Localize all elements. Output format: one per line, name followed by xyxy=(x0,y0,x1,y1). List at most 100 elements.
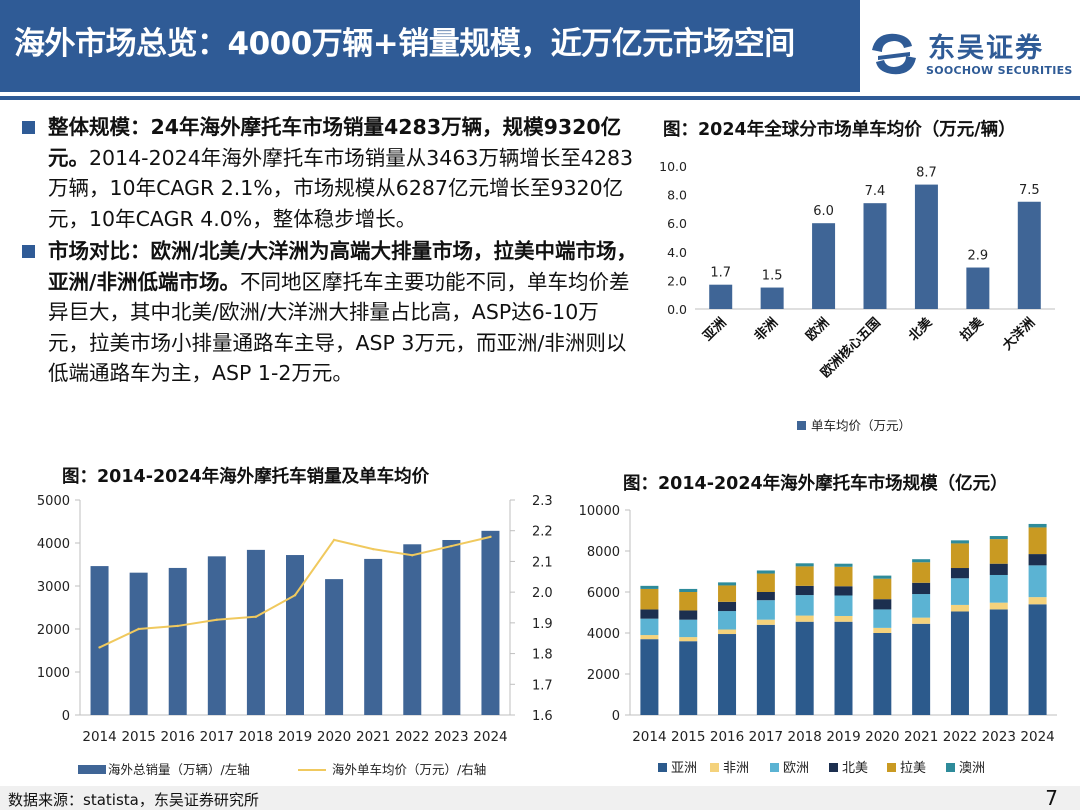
right-tick-label: 1.6 xyxy=(532,709,553,724)
market-chart-title: 图：2014-2024年海外摩托车市场规模（亿元） xyxy=(623,474,1008,494)
x-tick-label: 2018 xyxy=(239,729,273,745)
segment-非洲-2018 xyxy=(795,615,814,622)
x-tick-label: 欧洲 xyxy=(803,315,833,345)
segment-拉美-2017 xyxy=(756,573,775,592)
segment-北美-2023 xyxy=(989,563,1008,575)
asp-point xyxy=(332,538,336,542)
segment-澳洲-2019 xyxy=(834,563,853,567)
x-tick-label: 2016 xyxy=(161,729,195,745)
sales-bar-2014 xyxy=(90,566,109,715)
data-label: 2.9 xyxy=(968,249,989,264)
segment-拉美-2021 xyxy=(912,562,931,583)
segment-亚洲-2015 xyxy=(679,641,698,715)
data-label: 7.5 xyxy=(1019,183,1040,198)
left-tick-label: 2000 xyxy=(37,623,70,638)
segment-澳洲-2017 xyxy=(756,570,775,574)
logo-chinese-name: 东吴证券 xyxy=(928,33,1044,64)
sales-chart-title: 图：2014-2024年海外摩托车销量及单车均价 xyxy=(62,467,430,487)
left-tick-label: 3000 xyxy=(37,580,70,595)
segment-北美-2016 xyxy=(718,601,737,612)
sales-bar-2022 xyxy=(403,544,422,715)
segment-澳洲-2020 xyxy=(873,575,892,579)
legend-label: 拉美 xyxy=(900,761,926,776)
segment-欧洲-2018 xyxy=(795,595,814,616)
segment-北美-2021 xyxy=(912,582,931,595)
bullet-body-text: 2014-2024年海外摩托车市场销量从3463万辆增长至4283万辆，10年C… xyxy=(48,145,634,231)
right-tick-label: 1.8 xyxy=(532,648,553,663)
x-tick-label: 2014 xyxy=(82,729,116,745)
segment-欧洲-2016 xyxy=(718,611,737,630)
segment-亚洲-2016 xyxy=(718,634,737,715)
data-label: 7.4 xyxy=(865,184,886,199)
sales-and-asp-chart: 0 1000 2000 3000 4000 5000 1.6 1.7 1.8 1.9 2.0 2.1 2… xyxy=(37,494,553,777)
asp-point xyxy=(215,618,219,621)
bullet-body-text: 不同地区摩托车主要功能不同，单车均价差异巨大，其中北美/欧洲/大洋洲大排量占比高… xyxy=(48,269,630,386)
legend-label: 北美 xyxy=(842,761,868,776)
asp-point xyxy=(176,624,179,628)
segment-欧洲-2023 xyxy=(989,574,1008,603)
asp-point xyxy=(411,554,414,557)
left-tick-label: 0 xyxy=(62,709,70,724)
legend-swatch-欧洲 xyxy=(770,763,779,772)
data-source-note: 数据来源：statista，东吴证券研究所 xyxy=(8,791,259,809)
x-tick-label: 2023 xyxy=(434,729,468,745)
bullet-list: 整体规模：24年海外摩托车市场销量4283万辆，规模9320亿元。2014-20… xyxy=(22,112,637,391)
segment-欧洲-2015 xyxy=(679,619,698,638)
segment-亚洲-2020 xyxy=(873,633,892,715)
legend-label: 澳洲 xyxy=(959,760,985,776)
segment-欧洲-2021 xyxy=(912,594,931,618)
bar-亚洲 xyxy=(709,284,733,309)
y-tick-label: 10.0 xyxy=(659,159,687,174)
bar-非洲 xyxy=(760,287,784,309)
y-tick-label: 0.0 xyxy=(667,302,687,317)
bullet-bold-text: 整体规模：24年海外摩托车市场销量4283万辆，规模9320亿元。 xyxy=(48,115,622,170)
bullet-square-icon xyxy=(22,121,35,134)
segment-欧洲-2020 xyxy=(873,609,892,628)
y-tick-label: 8.0 xyxy=(667,188,687,203)
logo-english-name: SOOCHOW SECURITIES xyxy=(926,64,1073,77)
segment-北美-2017 xyxy=(756,592,775,601)
segment-非洲-2019 xyxy=(834,615,853,622)
segment-拉美-2014 xyxy=(640,588,659,610)
x-tick-label: 2019 xyxy=(278,729,312,745)
sales-bar-2023 xyxy=(442,539,461,715)
segment-澳洲-2024 xyxy=(1028,523,1047,528)
right-tick-label: 1.7 xyxy=(532,678,553,693)
legend-label: 单车均价（万元） xyxy=(811,418,911,433)
segment-非洲-2016 xyxy=(718,629,737,635)
legend-swatch-澳洲 xyxy=(946,763,955,772)
legend-label-sales: 海外总销量（万辆）/左轴 xyxy=(108,762,250,777)
asp-by-region-chart: 0.02.04.06.08.010.01.7亚洲1.5非洲6.0欧洲7.4欧洲核… xyxy=(659,159,1055,433)
x-tick-label: 2016 xyxy=(710,729,744,745)
data-label: 1.5 xyxy=(762,269,783,284)
segment-欧洲-2022 xyxy=(950,578,969,605)
asp-point xyxy=(371,547,375,551)
left-tick-label: 1000 xyxy=(37,666,70,681)
asp-point xyxy=(137,627,140,631)
x-tick-label: 非洲 xyxy=(751,315,781,345)
asp-point xyxy=(98,646,101,649)
sales-bar-2019 xyxy=(286,555,304,715)
legend-label-asp: 海外单车均价（万元）/右轴 xyxy=(332,762,486,777)
x-tick-label: 2024 xyxy=(1020,729,1054,745)
legend-swatch-sales xyxy=(78,765,106,774)
y-tick-label: 6.0 xyxy=(667,216,687,231)
y-tick-label: 6000 xyxy=(587,586,620,601)
legend-swatch xyxy=(797,421,806,430)
x-tick-label: 2018 xyxy=(788,729,822,745)
segment-非洲-2023 xyxy=(989,602,1008,610)
data-label: 1.7 xyxy=(710,266,731,281)
asp-point xyxy=(293,594,297,597)
x-tick-label: 2019 xyxy=(826,729,860,745)
legend-label: 欧洲 xyxy=(783,761,809,776)
bullet-item-comparison: 市场对比：欧洲/北美/大洋洲为高端大排量市场，拉美中端市场，亚洲/非洲低端市场。… xyxy=(22,236,637,389)
segment-北美-2018 xyxy=(795,585,814,596)
page-title: 海外市场总览：4000万辆+销量规模，近万亿元市场空间 xyxy=(14,26,795,62)
segment-非洲-2024 xyxy=(1028,597,1047,605)
segment-亚洲-2017 xyxy=(756,624,775,715)
x-tick-label: 拉美 xyxy=(957,314,987,344)
segment-澳洲-2014 xyxy=(640,585,659,589)
legend-label: 非洲 xyxy=(723,761,749,776)
bullet-square-icon xyxy=(22,245,35,258)
right-tick-label: 2.0 xyxy=(532,586,553,601)
